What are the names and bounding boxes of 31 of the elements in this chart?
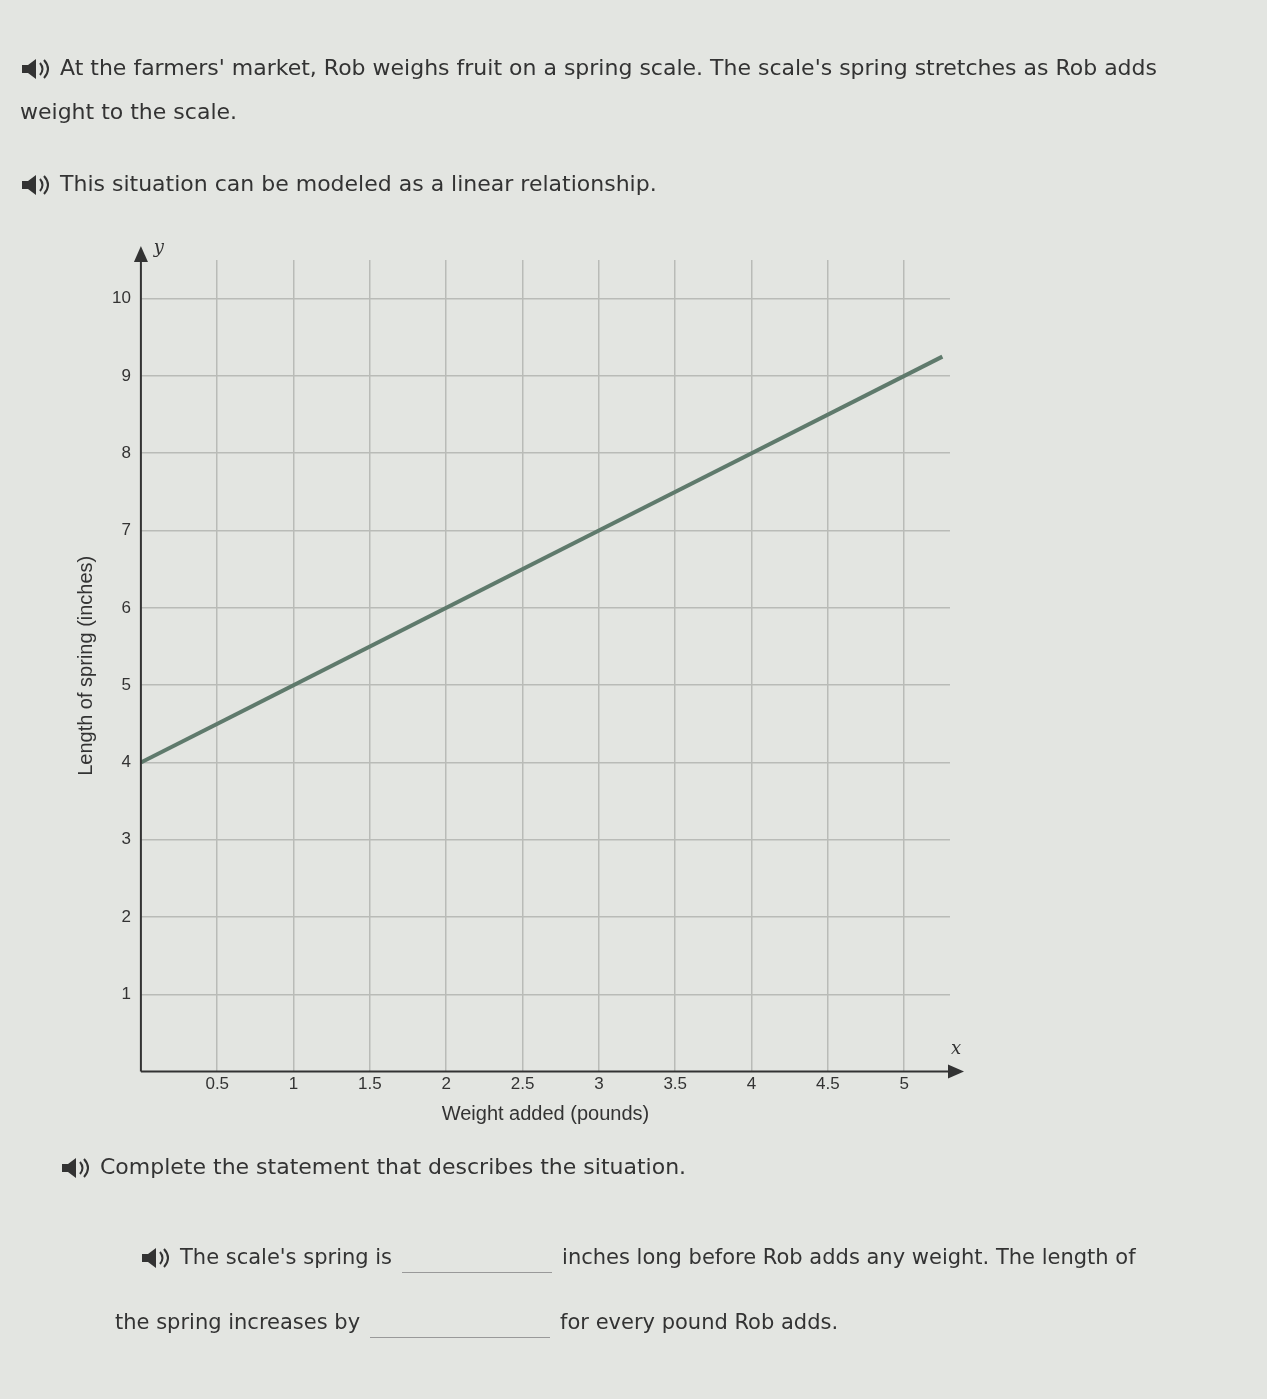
y-tick-label: 1 xyxy=(121,983,131,1003)
x-tick-label: 4.5 xyxy=(816,1074,840,1094)
x-tick-label: 4 xyxy=(746,1074,757,1094)
y-tick-label: 9 xyxy=(121,365,131,385)
text: for every pound Rob adds. xyxy=(560,1310,839,1334)
x-tick-label: 1.5 xyxy=(358,1074,382,1094)
x-axis-title: Weight added (pounds) xyxy=(441,1101,650,1124)
x-tick-label: 1 xyxy=(288,1074,299,1094)
text: The scale's spring is xyxy=(180,1245,393,1269)
y-axis-title: Length of spring (inches) xyxy=(73,555,96,776)
text: x xyxy=(950,1037,962,1059)
text: y xyxy=(152,235,165,257)
y-tick-label: 8 xyxy=(121,442,131,462)
y-tick-label: 2 xyxy=(121,906,131,926)
x-tick-label: 3.5 xyxy=(663,1074,688,1094)
x-tick-label: 0.5 xyxy=(205,1074,230,1094)
text: inches long before Rob adds any weight. The length of xyxy=(562,1245,1136,1269)
y-tick-label: 4 xyxy=(121,752,131,772)
text: the spring increases by xyxy=(115,1310,361,1334)
x-tick-label: 5 xyxy=(899,1074,909,1094)
x-tick-label: 2 xyxy=(441,1074,451,1094)
chart-subtitle: This situation can be modeled as a linear relationship. xyxy=(59,170,657,198)
y-tick-label: 5 xyxy=(121,674,131,694)
x-tick-label: 3 xyxy=(594,1074,604,1094)
y-tick-label: 3 xyxy=(121,829,131,849)
text: Complete the statement that describes the situation. xyxy=(99,1153,687,1181)
y-tick-label: 7 xyxy=(121,520,131,540)
chart-title: At the farmers' market, Rob weighs fruit on a spring scale. The scale's spring stretches as Rob adds weight to the scale. xyxy=(20,54,1158,126)
y-tick-label: 10 xyxy=(111,288,131,308)
y-tick-label: 6 xyxy=(121,597,131,617)
x-tick-label: 2.5 xyxy=(510,1074,535,1094)
